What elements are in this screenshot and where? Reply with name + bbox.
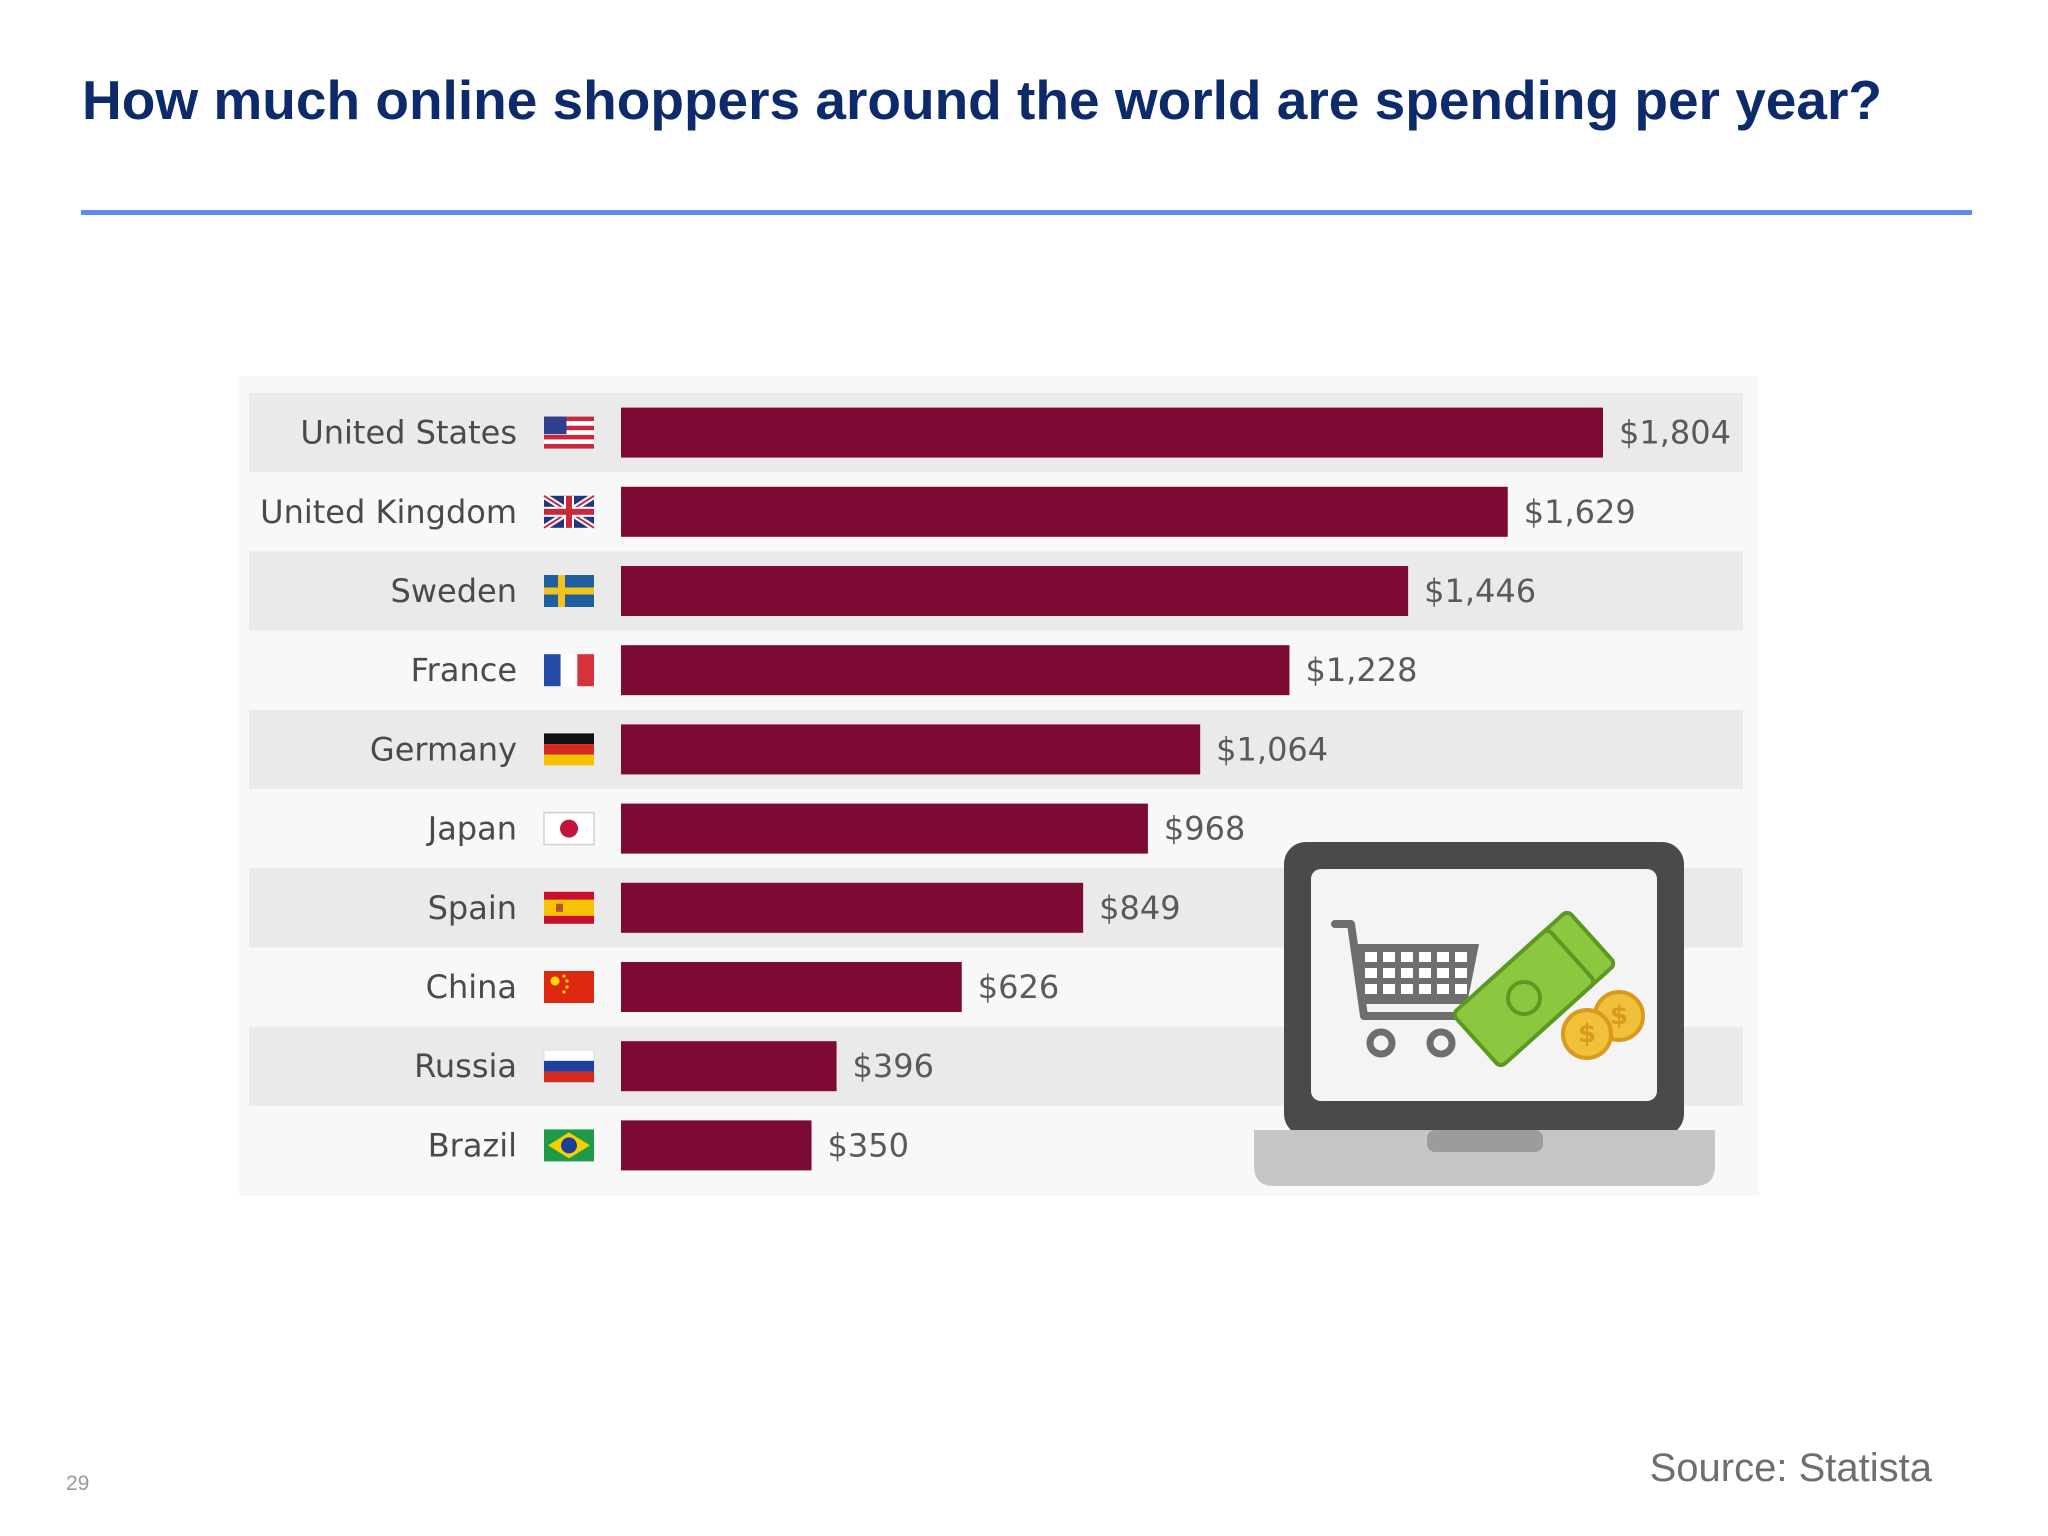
value-label-france: $1,228 [1305, 651, 1417, 689]
russia-flag-icon [543, 1049, 595, 1083]
bar-united-kingdom [621, 486, 1508, 537]
category-label-united-states: United States [300, 414, 517, 452]
bar-japan [621, 803, 1148, 854]
bar-brazil [621, 1120, 812, 1171]
category-label-china: China [426, 968, 517, 1006]
value-label-spain: $849 [1099, 889, 1180, 927]
category-label-germany: Germany [370, 730, 517, 768]
us-flag-icon [544, 416, 594, 449]
chart-panel: United States $1,804 United Kingdom $1,629 S… [239, 376, 1759, 1196]
value-label-china: $626 [978, 968, 1059, 1006]
svg-text:$: $ [1610, 1001, 1628, 1031]
category-label-france: France [411, 651, 517, 689]
bar-chart: United States $1,804 United Kingdom $1,629 S… [249, 393, 1743, 1186]
bar-russia [621, 1041, 837, 1092]
source-citation: Source: Statista [1649, 1446, 1932, 1490]
cash-icon [1452, 910, 1616, 1068]
japan-flag-icon [543, 811, 595, 846]
bar-spain [621, 882, 1084, 933]
category-label-brazil: Brazil [428, 1126, 517, 1164]
value-label-germany: $1,064 [1216, 730, 1328, 768]
category-label-japan: Japan [426, 810, 517, 848]
value-label-united-states: $1,804 [1619, 414, 1731, 452]
china-flag-icon [544, 971, 594, 1003]
value-label-japan: $968 [1164, 810, 1245, 848]
france-flag-icon [544, 654, 594, 687]
coin-icon: $$ [1561, 990, 1645, 1060]
uk-flag-icon [542, 493, 596, 531]
spain-flag-icon [544, 891, 594, 924]
shopping-cart-icon [1331, 920, 1479, 1058]
germany-flag-icon [544, 733, 594, 766]
category-label-russia: Russia [414, 1047, 517, 1085]
bar-china [621, 962, 962, 1012]
value-label-sweden: $1,446 [1424, 572, 1536, 610]
value-label-brazil: $350 [828, 1126, 909, 1164]
svg-text:$: $ [1578, 1019, 1596, 1049]
value-label-united-kingdom: $1,629 [1524, 493, 1636, 531]
title-divider [81, 210, 1972, 215]
sweden-flag-icon [544, 575, 594, 607]
bar-united-states [621, 407, 1603, 458]
page-number: 29 [66, 1472, 90, 1495]
category-label-sweden: Sweden [391, 572, 517, 610]
bar-sweden [621, 566, 1409, 616]
slide-title: How much online shoppers around the worl… [82, 69, 1882, 131]
category-label-spain: Spain [428, 889, 517, 927]
brazil-flag-icon [544, 1129, 594, 1162]
bar-france [621, 645, 1290, 696]
category-label-united-kingdom: United Kingdom [260, 493, 517, 531]
bar-germany [621, 724, 1201, 775]
value-label-russia: $396 [853, 1047, 934, 1085]
